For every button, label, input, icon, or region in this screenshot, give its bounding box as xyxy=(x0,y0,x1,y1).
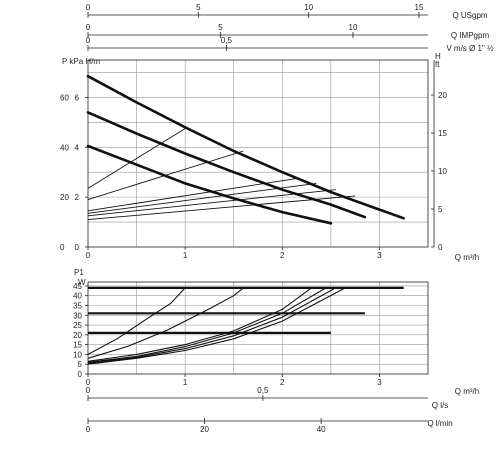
pump-curve-line xyxy=(86,74,405,220)
power-curve-line xyxy=(87,287,336,364)
y-axis-unit: W xyxy=(78,278,86,287)
x-tick-label: 1 xyxy=(183,378,188,387)
y-axis-label: P kPa H/m xyxy=(62,57,100,66)
bottom-tick-label: 20 xyxy=(200,425,209,434)
pump-curve-line xyxy=(86,111,367,219)
y-tick-label: 40 xyxy=(60,143,69,152)
x-tick-label: 0 xyxy=(86,251,91,260)
power-curve-line xyxy=(87,287,327,363)
bottom-tick-label: 0,5 xyxy=(257,386,269,395)
system-curve-line xyxy=(87,195,356,221)
y-tick-label: 20 xyxy=(73,331,82,340)
x-axis-label: Q m³/h xyxy=(455,253,479,262)
y-tick-label: 0 xyxy=(60,243,65,252)
right-tick-label: 10 xyxy=(438,167,447,176)
right-tick-label: 5 xyxy=(438,205,443,214)
y-tick-label: 25 xyxy=(73,321,82,330)
top-tick-label: 10 xyxy=(349,23,358,32)
system-curve-line xyxy=(87,182,317,214)
top-tick-label: 0 xyxy=(86,3,91,12)
y-tick-label: 45 xyxy=(73,282,82,291)
plot-frame xyxy=(87,281,429,375)
y-tick-label: 0 xyxy=(78,370,83,379)
top-tick-label: 0,5 xyxy=(221,36,233,45)
y2-tick-label: 6 xyxy=(75,93,80,102)
x-tick-label: 3 xyxy=(377,251,382,260)
top-tick-label: 10 xyxy=(304,3,313,12)
power-curve-line xyxy=(87,287,346,365)
y-tick-label: 15 xyxy=(73,341,82,350)
x-tick-label: 2 xyxy=(280,251,285,260)
system-curve-line xyxy=(87,128,186,189)
top-tick-label: 0 xyxy=(86,36,91,45)
power-curve-line xyxy=(87,287,186,355)
y-tick-label: 20 xyxy=(60,193,69,202)
right-tick-label: 20 xyxy=(438,91,447,100)
right-tick-label: 0 xyxy=(438,243,443,252)
top-tick-label: 15 xyxy=(415,3,424,12)
power-curve-line xyxy=(87,287,312,362)
y-tick-label: 40 xyxy=(73,292,82,301)
y-tick-label: 35 xyxy=(73,301,82,310)
bottom-tick-label: 0 xyxy=(86,425,91,434)
plot-frame xyxy=(87,59,429,248)
x-tick-label: 1 xyxy=(183,251,188,260)
system-curve-line xyxy=(87,177,297,212)
bottom-tick-label: 40 xyxy=(317,425,326,434)
y-tick-label: 5 xyxy=(78,360,83,369)
top-axis-label: V m/s Ø 1" ½ xyxy=(446,44,494,53)
bottom-axis-label: Q l/s xyxy=(432,401,448,410)
y2-tick-label: 4 xyxy=(75,143,80,152)
x-tick-label: 3 xyxy=(377,378,382,387)
top-axis-label: Q IMPgpm xyxy=(451,31,490,40)
top-tick-label: 5 xyxy=(218,23,223,32)
bottom-tick-label: 0 xyxy=(86,386,91,395)
x-tick-label: 0 xyxy=(86,378,91,387)
y-tick-label: 30 xyxy=(73,311,82,320)
y2-tick-label: 2 xyxy=(75,193,80,202)
x-tick-label: 2 xyxy=(280,378,285,387)
bottom-axis-label: Q l/min xyxy=(427,419,452,428)
right-axis-label: H xyxy=(435,52,441,61)
y2-tick-label: 0 xyxy=(75,243,80,252)
y-tick-label: 60 xyxy=(60,93,69,102)
system-curve-line xyxy=(87,189,336,217)
y-tick-label: 10 xyxy=(73,350,82,359)
pump-curve-line xyxy=(86,144,333,225)
power-curve-line xyxy=(87,287,244,359)
x-axis-label: Q m³/h xyxy=(455,387,479,396)
top-tick-label: 0 xyxy=(86,23,91,32)
top-axis-label: Q USgpm xyxy=(452,11,487,20)
y-axis-label: P1 xyxy=(74,268,84,277)
right-tick-label: 15 xyxy=(438,129,447,138)
system-curve-line xyxy=(87,150,244,201)
top-tick-label: 5 xyxy=(196,3,201,12)
right-axis-label-2: ft xyxy=(435,60,440,69)
